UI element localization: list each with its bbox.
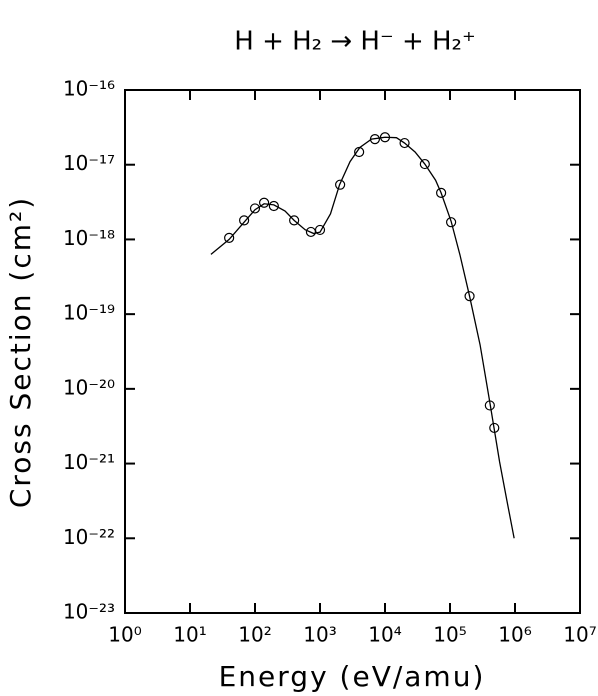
data-point [224,232,235,243]
data-point [289,215,300,226]
data-point [464,291,475,302]
data-point [239,215,250,226]
y-tick-label: 10⁻¹⁸ [63,226,115,250]
x-tick-label: 10⁰ [108,623,141,647]
y-tick-label: 10⁻¹⁶ [63,77,115,101]
x-tick-label: 10³ [303,623,336,647]
x-tick-label: 10⁷ [563,623,596,647]
data-point [314,224,326,236]
y-tick-label: 10⁻¹⁹ [63,301,115,325]
x-tick-label: 10⁵ [433,623,466,647]
y-tick-label: 10⁻²³ [63,600,115,624]
y-tick-label: 10⁻²⁰ [63,375,115,399]
y-tick-label: 10⁻²² [63,525,115,549]
chart-title: H + H₂ → H⁻ + H₂⁺ [234,27,475,57]
data-point [436,187,447,198]
data-point [258,197,270,208]
x-tick-label: 10² [238,623,271,647]
y-axis-label: Cross Section (cm²) [4,196,37,508]
data-point [268,200,279,212]
plot-frame [124,89,581,614]
x-axis-label: Energy (eV/amu) [219,660,486,693]
y-tick-label: 10⁻²¹ [63,450,115,474]
data-point [419,158,430,170]
data-point [249,203,261,214]
data-point [335,179,346,190]
x-tick-label: 10⁴ [368,623,401,647]
x-tick-label: 10⁶ [498,623,531,647]
data-point [399,137,410,149]
data-point [446,217,457,228]
y-tick-label: 10⁻¹⁷ [63,151,115,175]
x-tick-label: 10¹ [173,623,206,647]
fit-line [210,136,515,539]
